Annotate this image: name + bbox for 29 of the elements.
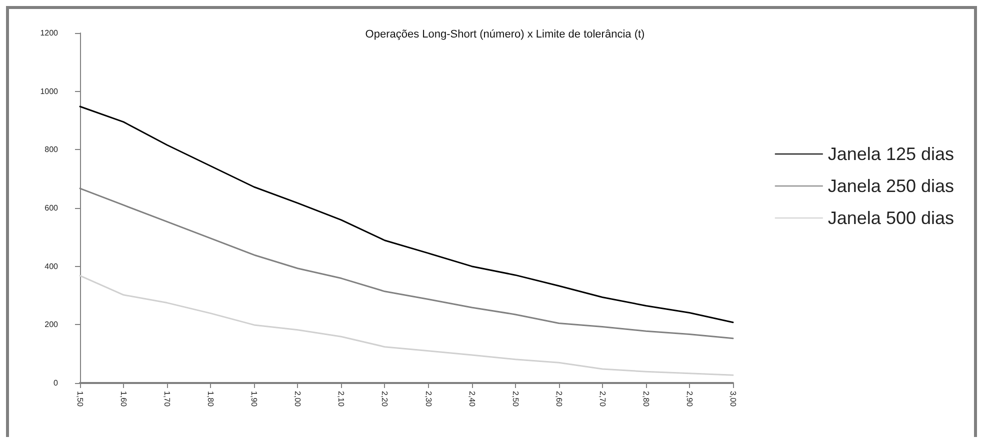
- x-tick-label: 2,70: [598, 391, 607, 408]
- x-tick-label: 2,50: [510, 391, 520, 408]
- y-tick-label: 1200: [40, 28, 59, 38]
- y-tick-label: 1000: [40, 86, 59, 96]
- x-tick-label: 2,80: [641, 391, 650, 408]
- x-tick-label: 2,40: [467, 391, 476, 408]
- x-tick-label: 1,80: [206, 391, 216, 408]
- y-tick-label: 400: [44, 262, 59, 271]
- x-tick-label: 3,00: [728, 391, 738, 408]
- line-series: [79, 106, 734, 324]
- y-tick-label: 0: [54, 378, 59, 388]
- y-tick-label: 800: [44, 145, 59, 154]
- y-tick-label: 200: [44, 320, 59, 330]
- legend-label: Janela 500 dias: [828, 208, 954, 228]
- x-tick-label: 1,60: [119, 391, 128, 408]
- line-series: [79, 274, 734, 376]
- x-tick-label: 1,70: [162, 391, 172, 408]
- x-tick-label: 2,20: [380, 391, 390, 408]
- x-tick-label: 2,30: [424, 391, 433, 408]
- x-tick-label: 2,10: [336, 391, 346, 408]
- x-tick-label: 1,90: [250, 391, 259, 408]
- x-tick-label: 1,50: [76, 391, 84, 408]
- x-tick-label: 2,00: [293, 391, 302, 408]
- legend-label: Janela 250 dias: [828, 176, 954, 196]
- legend-label: Janela 125 dias: [828, 144, 954, 164]
- chart-title: Operações Long-Short (número) x Limite de tolerância (t): [365, 28, 645, 40]
- y-tick-label: 600: [44, 204, 59, 212]
- x-tick-label: 2,60: [554, 391, 564, 408]
- x-tick-label: 2,90: [684, 391, 694, 408]
